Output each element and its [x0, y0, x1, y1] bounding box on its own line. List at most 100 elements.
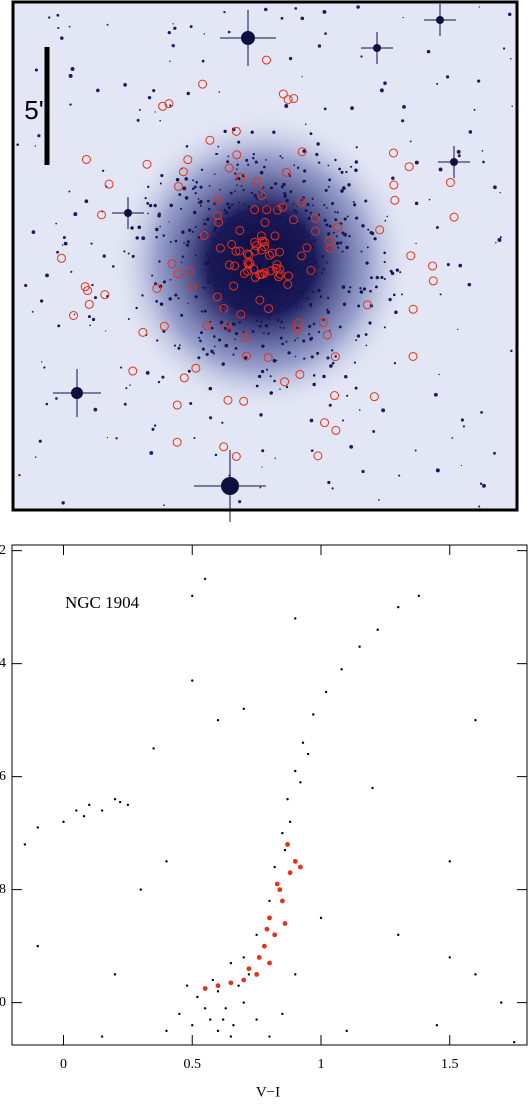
star [352, 201, 355, 203]
star [293, 271, 296, 274]
star [185, 144, 189, 148]
star [194, 254, 197, 257]
star [57, 324, 61, 328]
marked-star [178, 167, 188, 177]
point [247, 973, 251, 976]
star [269, 375, 272, 378]
star [283, 204, 287, 208]
star [365, 261, 369, 265]
star [280, 234, 284, 237]
star [261, 260, 264, 264]
star [263, 258, 267, 262]
star [193, 210, 197, 215]
marked-star [188, 282, 198, 292]
star [209, 416, 213, 420]
star [255, 384, 259, 388]
marked-star [251, 241, 261, 251]
star [355, 216, 359, 220]
star [354, 168, 358, 173]
marked-star [297, 147, 307, 157]
star [295, 291, 299, 294]
star [31, 310, 34, 313]
marked-star [306, 265, 316, 275]
star [227, 217, 231, 220]
star [222, 283, 226, 287]
star [123, 83, 127, 87]
star [263, 165, 266, 169]
star [167, 30, 171, 35]
marked-star [313, 451, 323, 461]
star [481, 483, 486, 488]
star [312, 374, 316, 377]
marked-star [212, 292, 222, 302]
star [350, 106, 354, 111]
star [247, 205, 251, 209]
star [257, 282, 260, 286]
star [254, 251, 257, 254]
star [269, 229, 271, 232]
star [313, 259, 316, 262]
marked-star [302, 243, 312, 253]
star [63, 241, 68, 246]
star [195, 181, 198, 184]
star [227, 205, 231, 209]
star [479, 482, 483, 485]
star [224, 343, 229, 348]
star [261, 369, 265, 374]
star [235, 178, 237, 181]
marked-star [231, 451, 241, 461]
star [129, 384, 131, 386]
marked-star [174, 181, 184, 191]
star [274, 226, 277, 228]
star [302, 230, 306, 234]
star [162, 280, 166, 284]
star [149, 451, 154, 455]
star [435, 226, 439, 229]
star [202, 286, 205, 289]
point [273, 865, 276, 869]
star [317, 44, 322, 48]
star [237, 289, 240, 292]
star [331, 349, 334, 352]
marked-star [296, 197, 306, 207]
point [294, 973, 297, 976]
star [253, 258, 257, 261]
star [242, 188, 245, 192]
star [214, 267, 216, 270]
star [31, 230, 36, 234]
star [272, 233, 277, 238]
star [254, 160, 258, 164]
marked-star [264, 250, 274, 260]
star [179, 207, 182, 210]
star [325, 223, 329, 227]
star [326, 207, 328, 209]
star [43, 366, 46, 369]
point [216, 718, 220, 722]
star [242, 331, 245, 333]
star [493, 185, 497, 190]
star [309, 303, 313, 307]
point [294, 769, 297, 773]
star [146, 201, 150, 205]
star [281, 342, 285, 346]
star [205, 253, 209, 256]
star [282, 182, 286, 187]
star [261, 344, 265, 348]
point [287, 870, 293, 876]
star [361, 224, 365, 228]
point [268, 1035, 271, 1038]
star [232, 322, 236, 326]
star [283, 191, 287, 195]
star [240, 217, 244, 221]
star [106, 23, 109, 26]
star [155, 227, 159, 232]
star [252, 278, 255, 281]
marked-star [362, 300, 372, 310]
star [169, 203, 174, 208]
point [474, 973, 477, 976]
marked-star [164, 99, 174, 109]
star [369, 276, 373, 280]
star [289, 257, 292, 260]
star [323, 218, 327, 222]
star [240, 185, 243, 187]
